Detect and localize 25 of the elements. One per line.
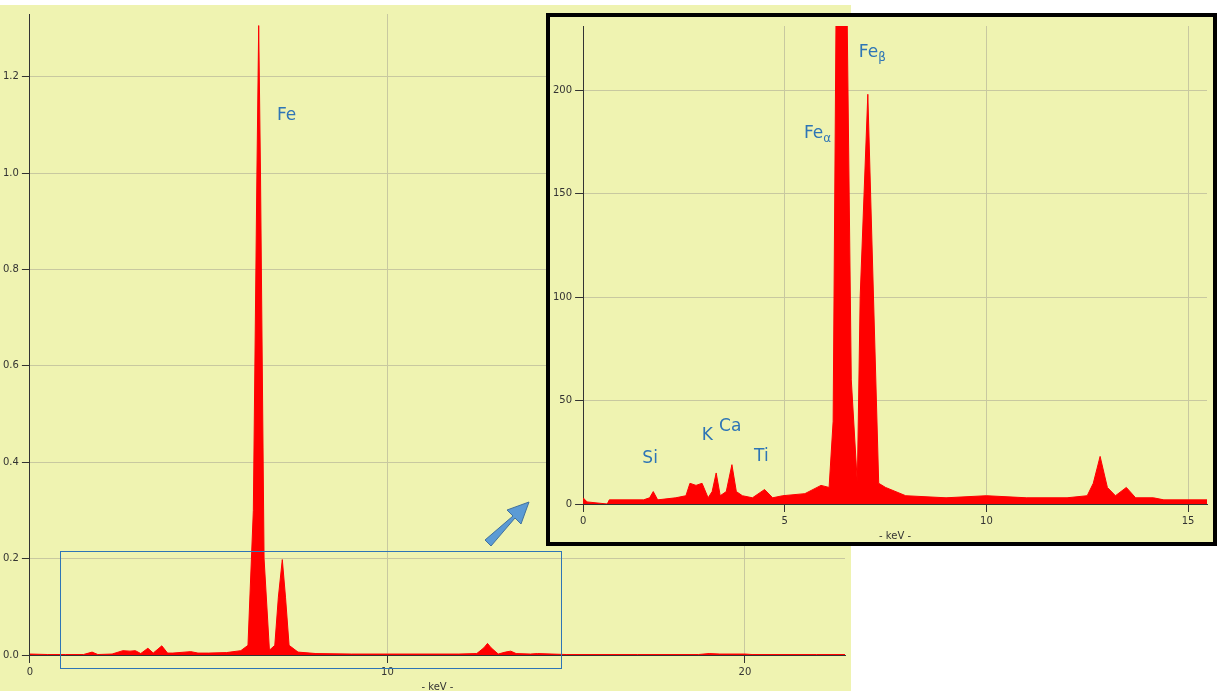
y-tick-label: 200 xyxy=(552,83,573,95)
y-tick-label: 0.4 xyxy=(3,455,19,467)
x-tick-label: 20 xyxy=(738,665,752,677)
x-tick-label: 0 xyxy=(26,665,34,677)
x-axis-title: - keV - xyxy=(879,529,912,541)
y-tick-label: 0.0 xyxy=(3,648,19,660)
x-tick-label: 5 xyxy=(781,514,788,526)
y-tick-label: 1.0 xyxy=(3,166,19,178)
y-tick-label: 0 xyxy=(565,497,573,509)
annotation: Ti xyxy=(753,444,769,465)
y-tick-label: 150 xyxy=(552,187,573,199)
y-tick-label: 0.8 xyxy=(3,263,19,275)
y-tick-label: 100 xyxy=(552,290,573,302)
x-tick-label: 15 xyxy=(1181,514,1195,526)
y-tick-label: 1.2 xyxy=(3,70,19,82)
y-tick-label: 50 xyxy=(559,394,573,406)
y-tick-label: 0.6 xyxy=(3,359,19,371)
x-tick-label: 0 xyxy=(579,514,587,526)
annotation: Fe xyxy=(276,103,297,124)
annotation: Si xyxy=(642,447,658,468)
annotation: K xyxy=(701,424,714,445)
annotation: Ca xyxy=(719,414,742,435)
x-tick-label: 10 xyxy=(980,514,993,526)
y-tick-label: 0.2 xyxy=(3,552,19,564)
x-axis-title: - keV - xyxy=(421,680,454,691)
